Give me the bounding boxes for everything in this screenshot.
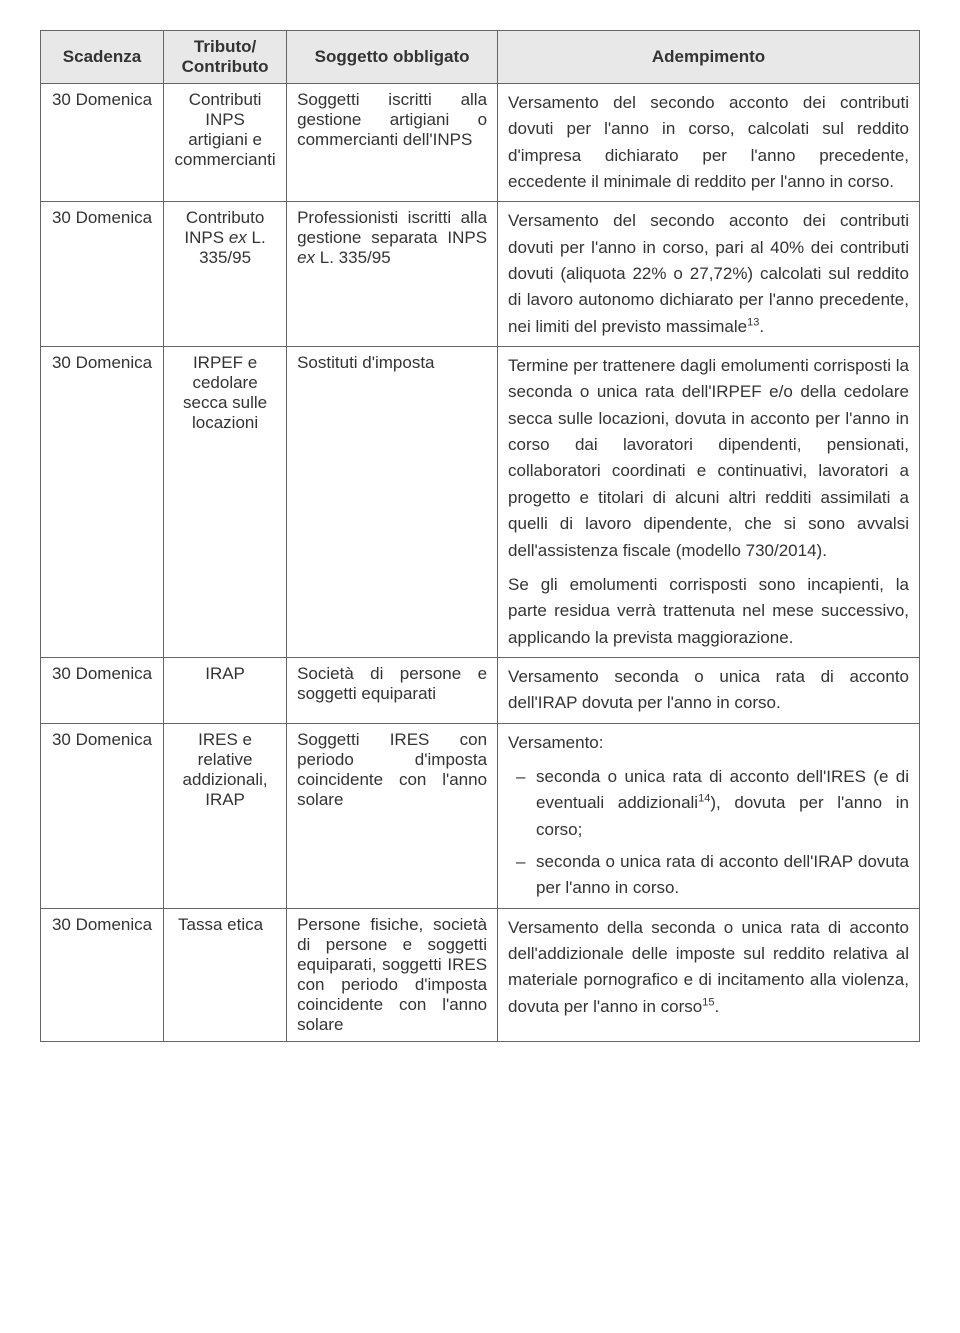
adempimento-text: Versamento del secondo acconto dei contr…	[508, 208, 909, 340]
table-row: 30 Domenica Tassa etica Persone fisiche,…	[41, 908, 920, 1041]
cell-adempimento: Versamento della seconda o unica rata di…	[498, 908, 920, 1041]
scadenze-table: Scadenza Tributo/ Contributo Soggetto ob…	[40, 30, 920, 1042]
cell-tributo: IRPEF e cedolare secca sulle locazioni	[164, 347, 287, 658]
header-soggetto: Soggetto obbligato	[287, 31, 498, 84]
adem-pre: Versamento del secondo acconto dei contr…	[508, 211, 909, 335]
cell-adempimento: Versamento del secondo acconto dei contr…	[498, 202, 920, 347]
table-row: 30 Domenica Contributi INPS artigiani e …	[41, 84, 920, 202]
adempimento-text: Versamento seconda o unica rata di accon…	[508, 664, 909, 717]
dash-icon: –	[516, 849, 525, 875]
list-item: – seconda o unica rata di acconto dell'I…	[508, 849, 909, 902]
cell-tributo: Tassa etica	[164, 908, 287, 1041]
soggetto-text-pre: Professionisti iscritti alla gestione se…	[297, 208, 487, 247]
soggetto-text-post: L. 335/95	[315, 248, 391, 267]
cell-adempimento: Versamento seconda o unica rata di accon…	[498, 657, 920, 723]
cell-scadenza: 30 Domenica	[41, 202, 164, 347]
cell-scadenza: 30 Domenica	[41, 347, 164, 658]
cell-soggetto: Soggetti iscritti alla gestione artigian…	[287, 84, 498, 202]
cell-soggetto: Professionisti iscritti alla gestione se…	[287, 202, 498, 347]
footnote-ref: 13	[747, 316, 759, 328]
footnote-ref: 15	[702, 996, 714, 1008]
table-row: 30 Domenica IRAP Società di persone e so…	[41, 657, 920, 723]
adempimento-text: Termine per trattenere dagli emolumenti …	[508, 353, 909, 564]
cell-scadenza: 30 Domenica	[41, 84, 164, 202]
adem-post: .	[759, 317, 764, 336]
list-item: – seconda o unica rata di acconto dell'I…	[508, 764, 909, 843]
dash-icon: –	[516, 764, 525, 790]
cell-adempimento: Versamento del secondo acconto dei contr…	[498, 84, 920, 202]
adempimento-list: – seconda o unica rata di acconto dell'I…	[508, 764, 909, 902]
adem-post: .	[714, 997, 719, 1016]
soggetto-text-ital: ex	[297, 248, 315, 267]
footnote-ref: 14	[698, 793, 710, 805]
table-row: 30 Domenica IRPEF e cedolare secca sulle…	[41, 347, 920, 658]
cell-tributo: IRES e relative addizionali, IRAP	[164, 723, 287, 908]
header-adempimento: Adempimento	[498, 31, 920, 84]
cell-tributo: Contributo INPS ex L. 335/95	[164, 202, 287, 347]
adempimento-text: Versamento della seconda o unica rata di…	[508, 915, 909, 1020]
cell-scadenza: 30 Domenica	[41, 908, 164, 1041]
table-row: 30 Domenica Contributo INPS ex L. 335/95…	[41, 202, 920, 347]
cell-adempimento: Termine per trattenere dagli emolumenti …	[498, 347, 920, 658]
cell-scadenza: 30 Domenica	[41, 723, 164, 908]
tributo-text-ital: ex	[229, 228, 247, 247]
adempimento-text: Se gli emolumenti corrisposti sono incap…	[508, 572, 909, 651]
cell-scadenza: 30 Domenica	[41, 657, 164, 723]
cell-soggetto: Persone fisiche, società di persone e so…	[287, 908, 498, 1041]
table-header-row: Scadenza Tributo/ Contributo Soggetto ob…	[41, 31, 920, 84]
cell-soggetto: Soggetti IRES con periodo d'imposta coin…	[287, 723, 498, 908]
header-scadenza: Scadenza	[41, 31, 164, 84]
list-item-text: seconda o unica rata di acconto dell'IRA…	[536, 852, 909, 897]
header-tributo: Tributo/ Contributo	[164, 31, 287, 84]
table-row: 30 Domenica IRES e relative addizionali,…	[41, 723, 920, 908]
cell-adempimento: Versamento: – seconda o unica rata di ac…	[498, 723, 920, 908]
cell-tributo: Contributi INPS artigiani e commercianti	[164, 84, 287, 202]
cell-soggetto: Società di persone e soggetti equiparati	[287, 657, 498, 723]
adempimento-text: Versamento del secondo acconto dei contr…	[508, 90, 909, 195]
cell-soggetto: Sostituti d'imposta	[287, 347, 498, 658]
adempimento-lead: Versamento:	[508, 730, 909, 756]
cell-tributo: IRAP	[164, 657, 287, 723]
